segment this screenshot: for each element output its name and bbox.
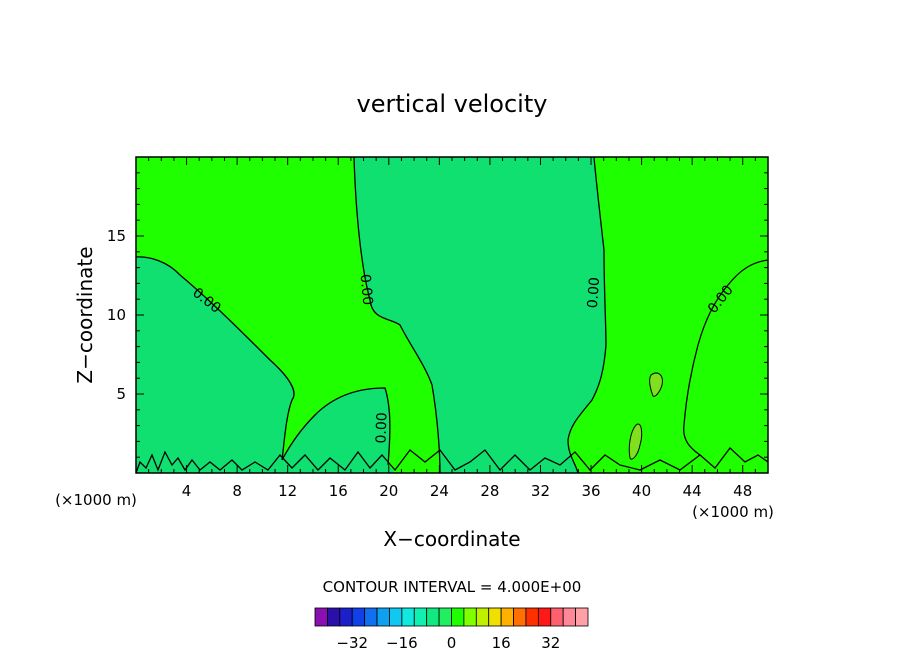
contour-surface-noise (135, 447, 769, 474)
colorbar-swatch (351, 607, 366, 627)
colorbar-swatch (364, 607, 378, 627)
colorbar-swatch (426, 607, 440, 627)
colorbar-tick-label: 32 (541, 634, 560, 652)
colorbar-swatch (327, 607, 341, 627)
chart-title: vertical velocity (357, 90, 548, 118)
plot-area: 0.00 0.00 0.00 0.00 0.00 (135, 156, 769, 474)
x-tick-label: 12 (278, 482, 297, 500)
contour-label: 0.00 (585, 277, 603, 309)
x-tick-label: 36 (581, 482, 600, 500)
colorbar-swatch (562, 607, 576, 627)
contour-interval-text: CONTOUR INTERVAL = 4.000E+00 (323, 578, 582, 596)
contour-label: 0.00 (357, 273, 376, 305)
x-tick-label: 32 (531, 482, 550, 500)
colorbar-swatch (463, 607, 477, 627)
x-unit-label-left: (×1000 m) (55, 491, 137, 509)
colorbar-swatch (475, 607, 490, 627)
y-axis-ticks: 5 10 15 (107, 156, 768, 474)
region-positive-cell (649, 372, 663, 397)
colorbar-swatch (525, 607, 539, 627)
x-axis-ticks: 4 8 12 16 20 24 28 32 36 40 44 48 (135, 157, 769, 500)
x-axis-label: X−coordinate (383, 527, 520, 551)
colorbar-swatch (537, 607, 552, 627)
y-tick-label: 15 (107, 227, 126, 245)
colorbar-tick-label: −16 (386, 634, 418, 652)
contour-label: 0.00 (373, 412, 390, 444)
colorbar-tick-label: 16 (492, 634, 511, 652)
colorbar-swatch (575, 607, 589, 627)
x-tick-label: 48 (733, 482, 752, 500)
x-tick-label: 28 (480, 482, 499, 500)
contour-zero-middle (353, 156, 441, 474)
colorbar-swatch (550, 607, 564, 627)
x-tick-label: 40 (632, 482, 651, 500)
x-tick-label: 20 (379, 482, 398, 500)
x-tick-label: 8 (232, 482, 242, 500)
contour-lines (135, 156, 769, 474)
y-axis-label: Z−coordinate (73, 246, 97, 383)
colorbar-tick-label: 0 (447, 634, 457, 652)
colorbar: −32 −16 0 16 32 (314, 607, 589, 652)
colorbar-swatch (451, 607, 465, 627)
colorbar-swatch (314, 607, 328, 627)
contour-zero-left (135, 256, 295, 461)
colorbar-swatch (488, 607, 502, 627)
y-tick-label: 5 (116, 385, 126, 403)
x-unit-label-right: (×1000 m) (692, 503, 774, 521)
colorbar-swatch (401, 607, 415, 627)
colorbar-swatch (438, 607, 452, 627)
colorbar-swatch (376, 607, 390, 627)
contour-zero-loop (281, 387, 391, 466)
colorbar-swatch (389, 607, 403, 627)
colorbar-swatch (513, 607, 527, 627)
region-positive-cell-2 (628, 423, 643, 460)
colorbar-swatch (339, 607, 353, 627)
region-positive-upper (136, 157, 440, 473)
x-tick-label: 16 (329, 482, 348, 500)
x-tick-label: 24 (430, 482, 449, 500)
colorbar-tick-label: −32 (336, 634, 368, 652)
colorbar-swatch (413, 607, 428, 627)
x-tick-label: 44 (683, 482, 702, 500)
y-tick-label: 10 (107, 306, 126, 324)
colorbar-swatch (500, 607, 514, 627)
region-positive-right (568, 157, 768, 473)
x-tick-label: 4 (182, 482, 192, 500)
contour-zero-right-inner (567, 156, 607, 474)
contour-zero-right-outer (683, 259, 769, 456)
